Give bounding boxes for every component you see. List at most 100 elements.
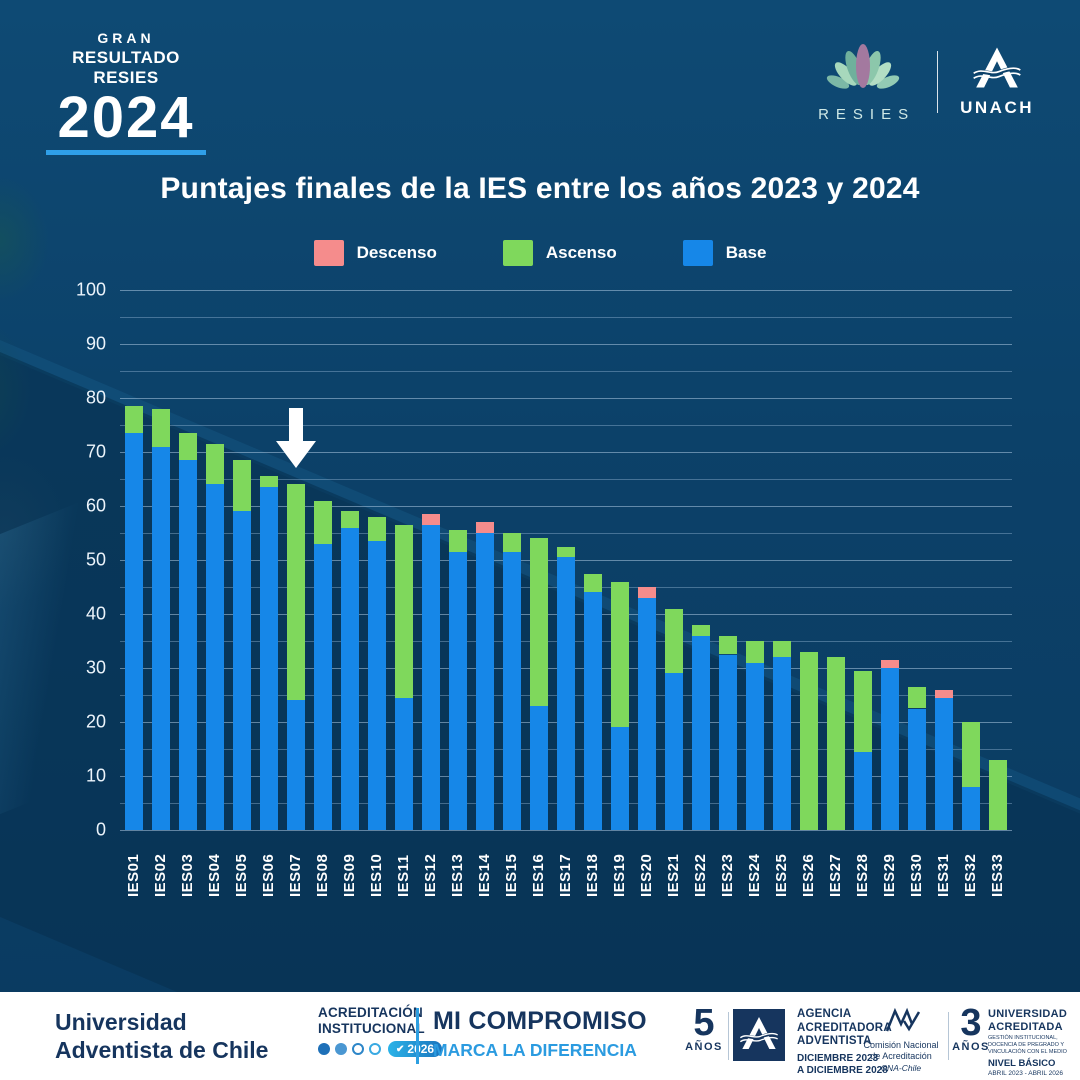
compromise-block: MI COMPROMISO MARCA LA DIFERENCIA	[433, 1007, 647, 1061]
legend-label-descenso: Descenso	[356, 243, 437, 262]
bar-base-IES14	[475, 533, 494, 830]
university-line2: Adventista de Chile	[55, 1036, 269, 1063]
gridline-65	[120, 479, 1012, 480]
bar-base-IES22	[692, 635, 711, 830]
descenso-swatch-icon	[313, 240, 344, 266]
x-axis-label-IES16: IES16	[529, 853, 547, 897]
bar-base-IES12	[421, 524, 440, 830]
dot-outline-4-icon	[369, 1043, 381, 1056]
gridline-85	[120, 371, 1012, 372]
bar-base-IES30	[908, 708, 927, 830]
cna-sub: CNA-Chile	[880, 1062, 922, 1073]
brand-subtitle: RESULTADO RESIES	[72, 48, 180, 87]
bar-base-IES16	[529, 705, 548, 830]
y-axis-label-80: 80	[85, 387, 106, 408]
bar-ascenso-IES01	[124, 406, 143, 434]
resies-lotus-icon	[825, 40, 901, 101]
chart-legend: Descenso Ascenso Base	[0, 240, 1080, 266]
bar-ascenso-IES02	[151, 408, 170, 447]
bar-descenso-IES20	[638, 587, 657, 598]
dot-filled-1-icon	[318, 1043, 330, 1056]
university-line1: Universidad	[55, 1009, 187, 1035]
bar-base-IES09	[340, 527, 359, 830]
x-axis-label-IES21: IES21	[665, 853, 683, 897]
unach-logo: UNACH	[960, 45, 1034, 118]
ascenso-swatch-icon	[502, 240, 533, 266]
cna-name: Comisión Nacional de Acreditación	[862, 1040, 940, 1062]
bar-ascenso-IES33	[989, 759, 1008, 830]
x-axis-label-IES12: IES12	[421, 853, 439, 897]
agency-text-block: AGENCIA ACREDITADORA ADVENTISTA DICIEMBR…	[797, 1008, 892, 1078]
bar-base-IES18	[584, 592, 603, 830]
legend-item-ascenso: Ascenso	[502, 240, 617, 266]
agency-period1: DICIEMBRE 2023	[797, 1052, 879, 1064]
bar-base-IES24	[746, 662, 765, 830]
bar-base-IES29	[881, 668, 900, 830]
bar-ascenso-IES18	[584, 573, 603, 593]
resies-wordmark: RESIES	[818, 106, 916, 123]
x-axis-label-IES26: IES26	[800, 853, 818, 897]
bar-base-IES13	[448, 551, 467, 830]
bar-base-IES02	[151, 446, 170, 830]
accredited-years-number: 3	[960, 1002, 982, 1044]
agency-name1: AGENCIA	[797, 1008, 852, 1020]
bar-ascenso-IES22	[692, 624, 711, 636]
accredited-title2: ACREDITADA	[988, 1020, 1063, 1033]
bar-base-IES10	[367, 541, 386, 830]
y-axis-label-30: 30	[85, 657, 106, 678]
x-axis-label-IES19: IES19	[611, 853, 629, 897]
x-axis-label-IES24: IES24	[746, 853, 764, 897]
x-axis-label-IES25: IES25	[773, 853, 791, 897]
x-axis-label-IES06: IES06	[259, 853, 277, 897]
gridline-70	[120, 452, 1012, 453]
dot-filled-2-icon	[335, 1043, 347, 1056]
accredited-years-label: AÑOS	[952, 1041, 990, 1054]
bar-ascenso-IES19	[611, 581, 630, 728]
bar-base-IES01	[124, 433, 143, 830]
base-swatch-icon	[682, 240, 713, 266]
bar-ascenso-IES04	[205, 443, 224, 485]
annotation-arrow-head-icon	[275, 441, 316, 468]
x-axis-label-IES23: IES23	[719, 853, 737, 897]
x-axis-label-IES18: IES18	[584, 853, 602, 897]
cna-logo-icon	[880, 1007, 922, 1037]
agency-years-number: 5	[693, 1002, 715, 1044]
bar-ascenso-IES13	[448, 530, 467, 552]
bar-ascenso-IES21	[665, 608, 684, 674]
bar-base-IES23	[719, 654, 738, 830]
bar-base-IES25	[773, 657, 792, 830]
bar-base-IES17	[557, 557, 575, 830]
gridline-60	[120, 506, 1012, 507]
bar-descenso-IES12	[421, 514, 440, 525]
bar-ascenso-IES16	[529, 538, 548, 706]
x-axis-label-IES30: IES30	[908, 853, 926, 897]
gridline-95	[120, 317, 1012, 318]
x-axis-label-IES29: IES29	[881, 853, 899, 897]
bar-ascenso-IES26	[800, 651, 819, 830]
bar-base-IES31	[935, 697, 954, 830]
compromise-subtitle: MARCA LA DIFERENCIA	[433, 1040, 637, 1060]
bar-ascenso-IES08	[313, 500, 332, 544]
x-axis-label-IES11: IES11	[394, 854, 412, 897]
gridline-90	[120, 344, 1012, 345]
agency-period2: A DICIEMBRE 2028	[797, 1065, 888, 1077]
bar-base-IES08	[313, 543, 332, 830]
brand-underline	[46, 150, 206, 156]
x-axis-label-IES27: IES27	[827, 853, 845, 897]
accreditation-2026-badge: ✔ 2026	[388, 1041, 443, 1058]
y-axis-label-50: 50	[85, 549, 106, 570]
accredited-area3: VINCULACIÓN CON EL MEDIO	[988, 1049, 1067, 1056]
x-axis-label-IES05: IES05	[232, 853, 250, 897]
bar-ascenso-IES32	[962, 722, 981, 787]
gridline-100	[120, 290, 1012, 291]
legend-label-base: Base	[725, 243, 767, 262]
footer: Universidad Adventista de Chile ACREDITA…	[0, 992, 1080, 1080]
check-icon: ✔	[396, 1043, 405, 1055]
bar-base-IES05	[232, 511, 251, 830]
bar-ascenso-IES06	[259, 476, 278, 488]
x-axis-label-IES13: IES13	[448, 853, 466, 897]
bar-base-IES32	[962, 786, 981, 830]
accreditation-line1: ACREDITACIÓN	[318, 1005, 423, 1020]
accreditation-block: ACREDITACIÓN INSTITUCIONAL ✔ 2026	[318, 1005, 443, 1058]
